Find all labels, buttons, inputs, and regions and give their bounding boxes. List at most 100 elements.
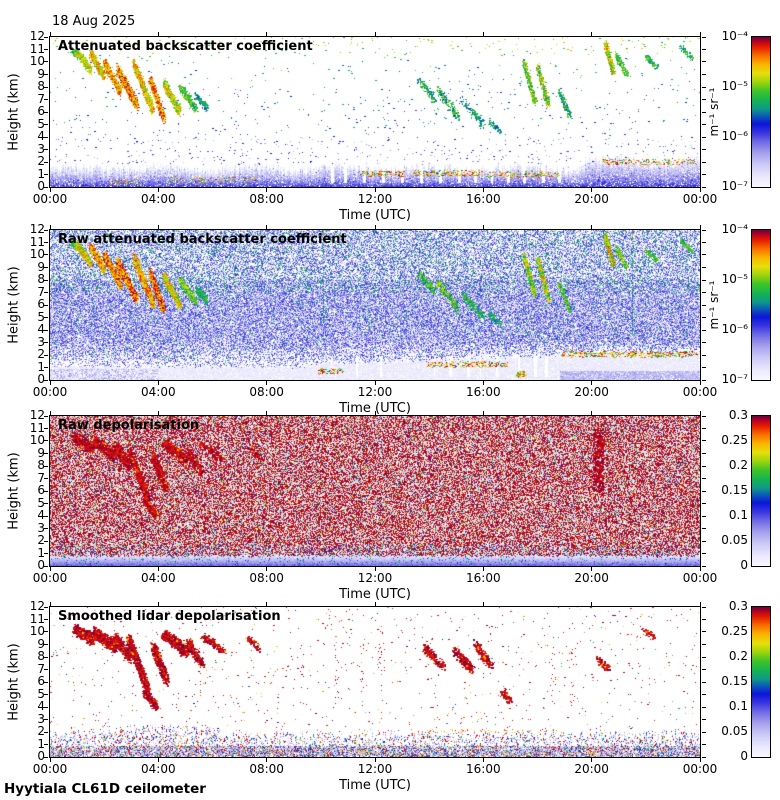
panel-attenuated-backscatter: Attenuated backscatter coefficient Heigh… bbox=[0, 29, 780, 229]
x-tick-mark bbox=[700, 225, 701, 229]
colorbar-tick-label: 0.2 bbox=[728, 649, 748, 663]
panel-raw-backscatter: Raw attenuated backscatter coefficient H… bbox=[0, 222, 780, 422]
x-tick-mark bbox=[375, 225, 376, 229]
panel-title: Raw depolarisation bbox=[58, 418, 200, 433]
x-tick-label: 04:00 bbox=[141, 385, 176, 399]
x-tick-mark bbox=[483, 567, 484, 571]
y-tick-mark bbox=[44, 124, 48, 125]
y-tick-mark bbox=[44, 503, 48, 504]
y-tick-mark bbox=[702, 74, 706, 75]
colorbar-tick-label: 0.05 bbox=[721, 724, 748, 738]
x-tick-mark bbox=[158, 602, 159, 606]
x-tick-label: 16:00 bbox=[466, 762, 501, 776]
y-tick-label: 2 bbox=[37, 154, 45, 168]
y-tick-mark bbox=[44, 478, 48, 479]
y-tick-mark bbox=[702, 528, 706, 529]
y-tick-label: 2 bbox=[37, 533, 45, 547]
y-tick-mark bbox=[702, 112, 706, 113]
y-tick-mark bbox=[702, 566, 706, 567]
x-tick-mark bbox=[266, 567, 267, 571]
y-tick-mark bbox=[44, 694, 48, 695]
y-tick-mark bbox=[44, 61, 48, 62]
x-tick-label: 00:00 bbox=[32, 762, 68, 776]
x-axis-label: Time (UTC) bbox=[339, 778, 411, 793]
y-tick-label: 4 bbox=[37, 508, 45, 522]
colorbar-tick-label: 0 bbox=[740, 749, 748, 763]
y-tick-mark bbox=[702, 416, 706, 417]
colorbar-frame bbox=[751, 36, 771, 188]
x-tick-label: 04:00 bbox=[141, 571, 176, 585]
y-tick-label: 11 bbox=[29, 420, 45, 435]
y-tick-mark bbox=[702, 380, 706, 381]
x-tick-label: 00:00 bbox=[32, 571, 68, 585]
heatmap-canvas bbox=[50, 230, 700, 380]
y-tick-mark bbox=[44, 607, 48, 608]
x-tick-mark bbox=[50, 381, 51, 385]
y-tick-mark bbox=[702, 174, 706, 175]
y-tick-mark bbox=[702, 503, 706, 504]
x-tick-mark bbox=[158, 758, 159, 762]
x-tick-mark bbox=[483, 32, 484, 36]
colorbar-tick-label: 0.25 bbox=[721, 624, 748, 638]
x-tick-label: 08:00 bbox=[249, 571, 284, 585]
y-tick-mark bbox=[44, 466, 48, 467]
y-tick-mark bbox=[702, 491, 706, 492]
y-tick-mark bbox=[702, 428, 706, 429]
colorbar-tick-label: 0.25 bbox=[721, 433, 748, 447]
x-tick-mark bbox=[591, 411, 592, 415]
x-tick-mark bbox=[700, 411, 701, 415]
x-tick-mark bbox=[158, 411, 159, 415]
colorbar-tick-label: 10⁻⁷ bbox=[721, 179, 748, 193]
y-tick-mark bbox=[44, 162, 48, 163]
y-tick-mark bbox=[702, 657, 706, 658]
y-tick-mark bbox=[44, 453, 48, 454]
y-tick-label: 9 bbox=[37, 445, 45, 460]
y-tick-mark bbox=[702, 61, 706, 62]
x-tick-label: 00:00 bbox=[32, 385, 68, 399]
colorbar-tick-label: 0.05 bbox=[721, 533, 748, 547]
x-tick-label: 20:00 bbox=[574, 571, 609, 585]
y-tick-mark bbox=[44, 669, 48, 670]
x-tick-mark bbox=[266, 758, 267, 762]
y-tick-mark bbox=[44, 355, 48, 356]
y-tick-mark bbox=[702, 744, 706, 745]
colorbar-unit-label: m⁻¹ sr⁻¹ bbox=[707, 87, 721, 137]
x-tick-mark bbox=[158, 32, 159, 36]
x-tick-mark bbox=[50, 411, 51, 415]
y-tick-label: 10 bbox=[29, 433, 45, 447]
colorbar-gradient bbox=[752, 416, 770, 566]
colorbar-tick-label: 10⁻⁶ bbox=[721, 129, 748, 143]
x-tick-mark bbox=[700, 758, 701, 762]
y-tick-mark bbox=[702, 541, 706, 542]
y-tick-mark bbox=[702, 682, 706, 683]
y-tick-mark bbox=[702, 87, 706, 88]
y-tick-mark bbox=[702, 342, 706, 343]
y-tick-mark bbox=[702, 367, 706, 368]
colorbar-tick-label: 0 bbox=[740, 558, 748, 572]
y-tick-label: 5 bbox=[37, 686, 45, 701]
plot-frame bbox=[49, 36, 701, 188]
y-tick-label: 3 bbox=[37, 520, 45, 535]
colorbar-tick-label: 0.15 bbox=[721, 674, 748, 688]
y-tick-mark bbox=[44, 112, 48, 113]
x-tick-mark bbox=[158, 188, 159, 192]
date-label: 18 Aug 2025 bbox=[52, 14, 136, 29]
x-tick-mark bbox=[591, 188, 592, 192]
colorbar-tick-label: 0.1 bbox=[728, 699, 748, 713]
y-tick-label: 0 bbox=[37, 558, 45, 572]
colorbar-tick-label: 0.2 bbox=[728, 458, 748, 472]
y-tick-mark bbox=[44, 242, 48, 243]
y-tick-mark bbox=[44, 37, 48, 38]
y-tick-mark bbox=[44, 541, 48, 542]
y-tick-mark bbox=[702, 292, 706, 293]
colorbar-tick-label: 10⁻⁴ bbox=[721, 29, 748, 43]
x-tick-mark bbox=[266, 32, 267, 36]
y-tick-label: 4 bbox=[37, 699, 45, 713]
y-tick-mark bbox=[44, 49, 48, 50]
x-tick-label: 16:00 bbox=[466, 385, 501, 399]
x-tick-mark bbox=[591, 225, 592, 229]
x-axis-label: Time (UTC) bbox=[339, 401, 411, 416]
y-tick-mark bbox=[44, 553, 48, 554]
y-tick-label: 11 bbox=[29, 234, 45, 249]
x-tick-mark bbox=[375, 758, 376, 762]
